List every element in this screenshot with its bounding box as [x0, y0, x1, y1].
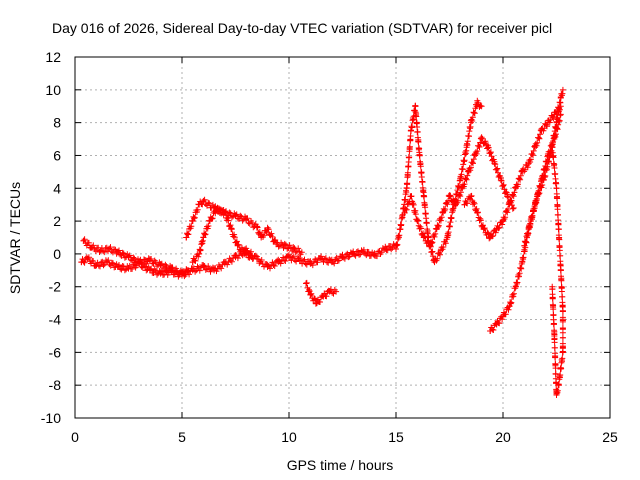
plot-frame: [74, 56, 611, 419]
x-tick-label: 5: [178, 429, 186, 445]
series-track-k: [521, 86, 566, 249]
x-axis-label: GPS time / hours: [287, 457, 394, 473]
series-track-h: [461, 103, 564, 242]
data-marks: [78, 86, 566, 399]
y-tick-label: -8: [49, 377, 62, 393]
y-tick-label: -2: [49, 279, 62, 295]
grid: [75, 57, 610, 418]
y-tick-label: 4: [53, 180, 61, 196]
series-track-f: [393, 97, 485, 266]
series-trace: [303, 279, 338, 307]
y-axis-label: SDTVAR / TECUs: [7, 182, 23, 294]
y-tick-label: 0: [53, 246, 61, 262]
tick-labels: 0 5 10 15 20 25 -10 -8 -6 -4 -2 0 2 4 6 8 10 12: [41, 49, 618, 445]
x-tick-label: 0: [71, 429, 79, 445]
y-tick-label: -6: [49, 344, 62, 360]
series-trace: [80, 236, 191, 278]
series-track-g: [401, 134, 517, 250]
y-tick-label: 10: [45, 82, 61, 98]
series-trace: [521, 90, 566, 249]
chart-title: Day 016 of 2026, Sidereal Day-to-day VTE…: [52, 20, 552, 36]
series-track-b: [80, 236, 192, 278]
ticks: [74, 56, 611, 419]
series-track-e: [303, 279, 340, 307]
data-point: [559, 86, 566, 93]
series-trace: [401, 134, 516, 250]
x-tick-label: 10: [281, 429, 297, 445]
y-tick-label: -4: [49, 312, 62, 328]
series-trace: [189, 204, 255, 266]
y-tick-label: 2: [53, 213, 61, 229]
series-trace: [393, 97, 484, 264]
y-tick-label: -10: [41, 410, 61, 426]
series-track-c: [183, 196, 305, 258]
series-track-d: [189, 204, 256, 266]
x-tick-label: 15: [388, 429, 404, 445]
data-point: [557, 111, 564, 118]
y-tick-label: 12: [45, 49, 61, 65]
x-tick-label: 20: [495, 429, 511, 445]
series-trace: [461, 104, 563, 242]
series-track-a: [78, 241, 399, 280]
y-tick-label: 6: [53, 147, 61, 163]
y-tick-label: 8: [53, 115, 61, 131]
x-tick-label: 25: [602, 429, 618, 445]
